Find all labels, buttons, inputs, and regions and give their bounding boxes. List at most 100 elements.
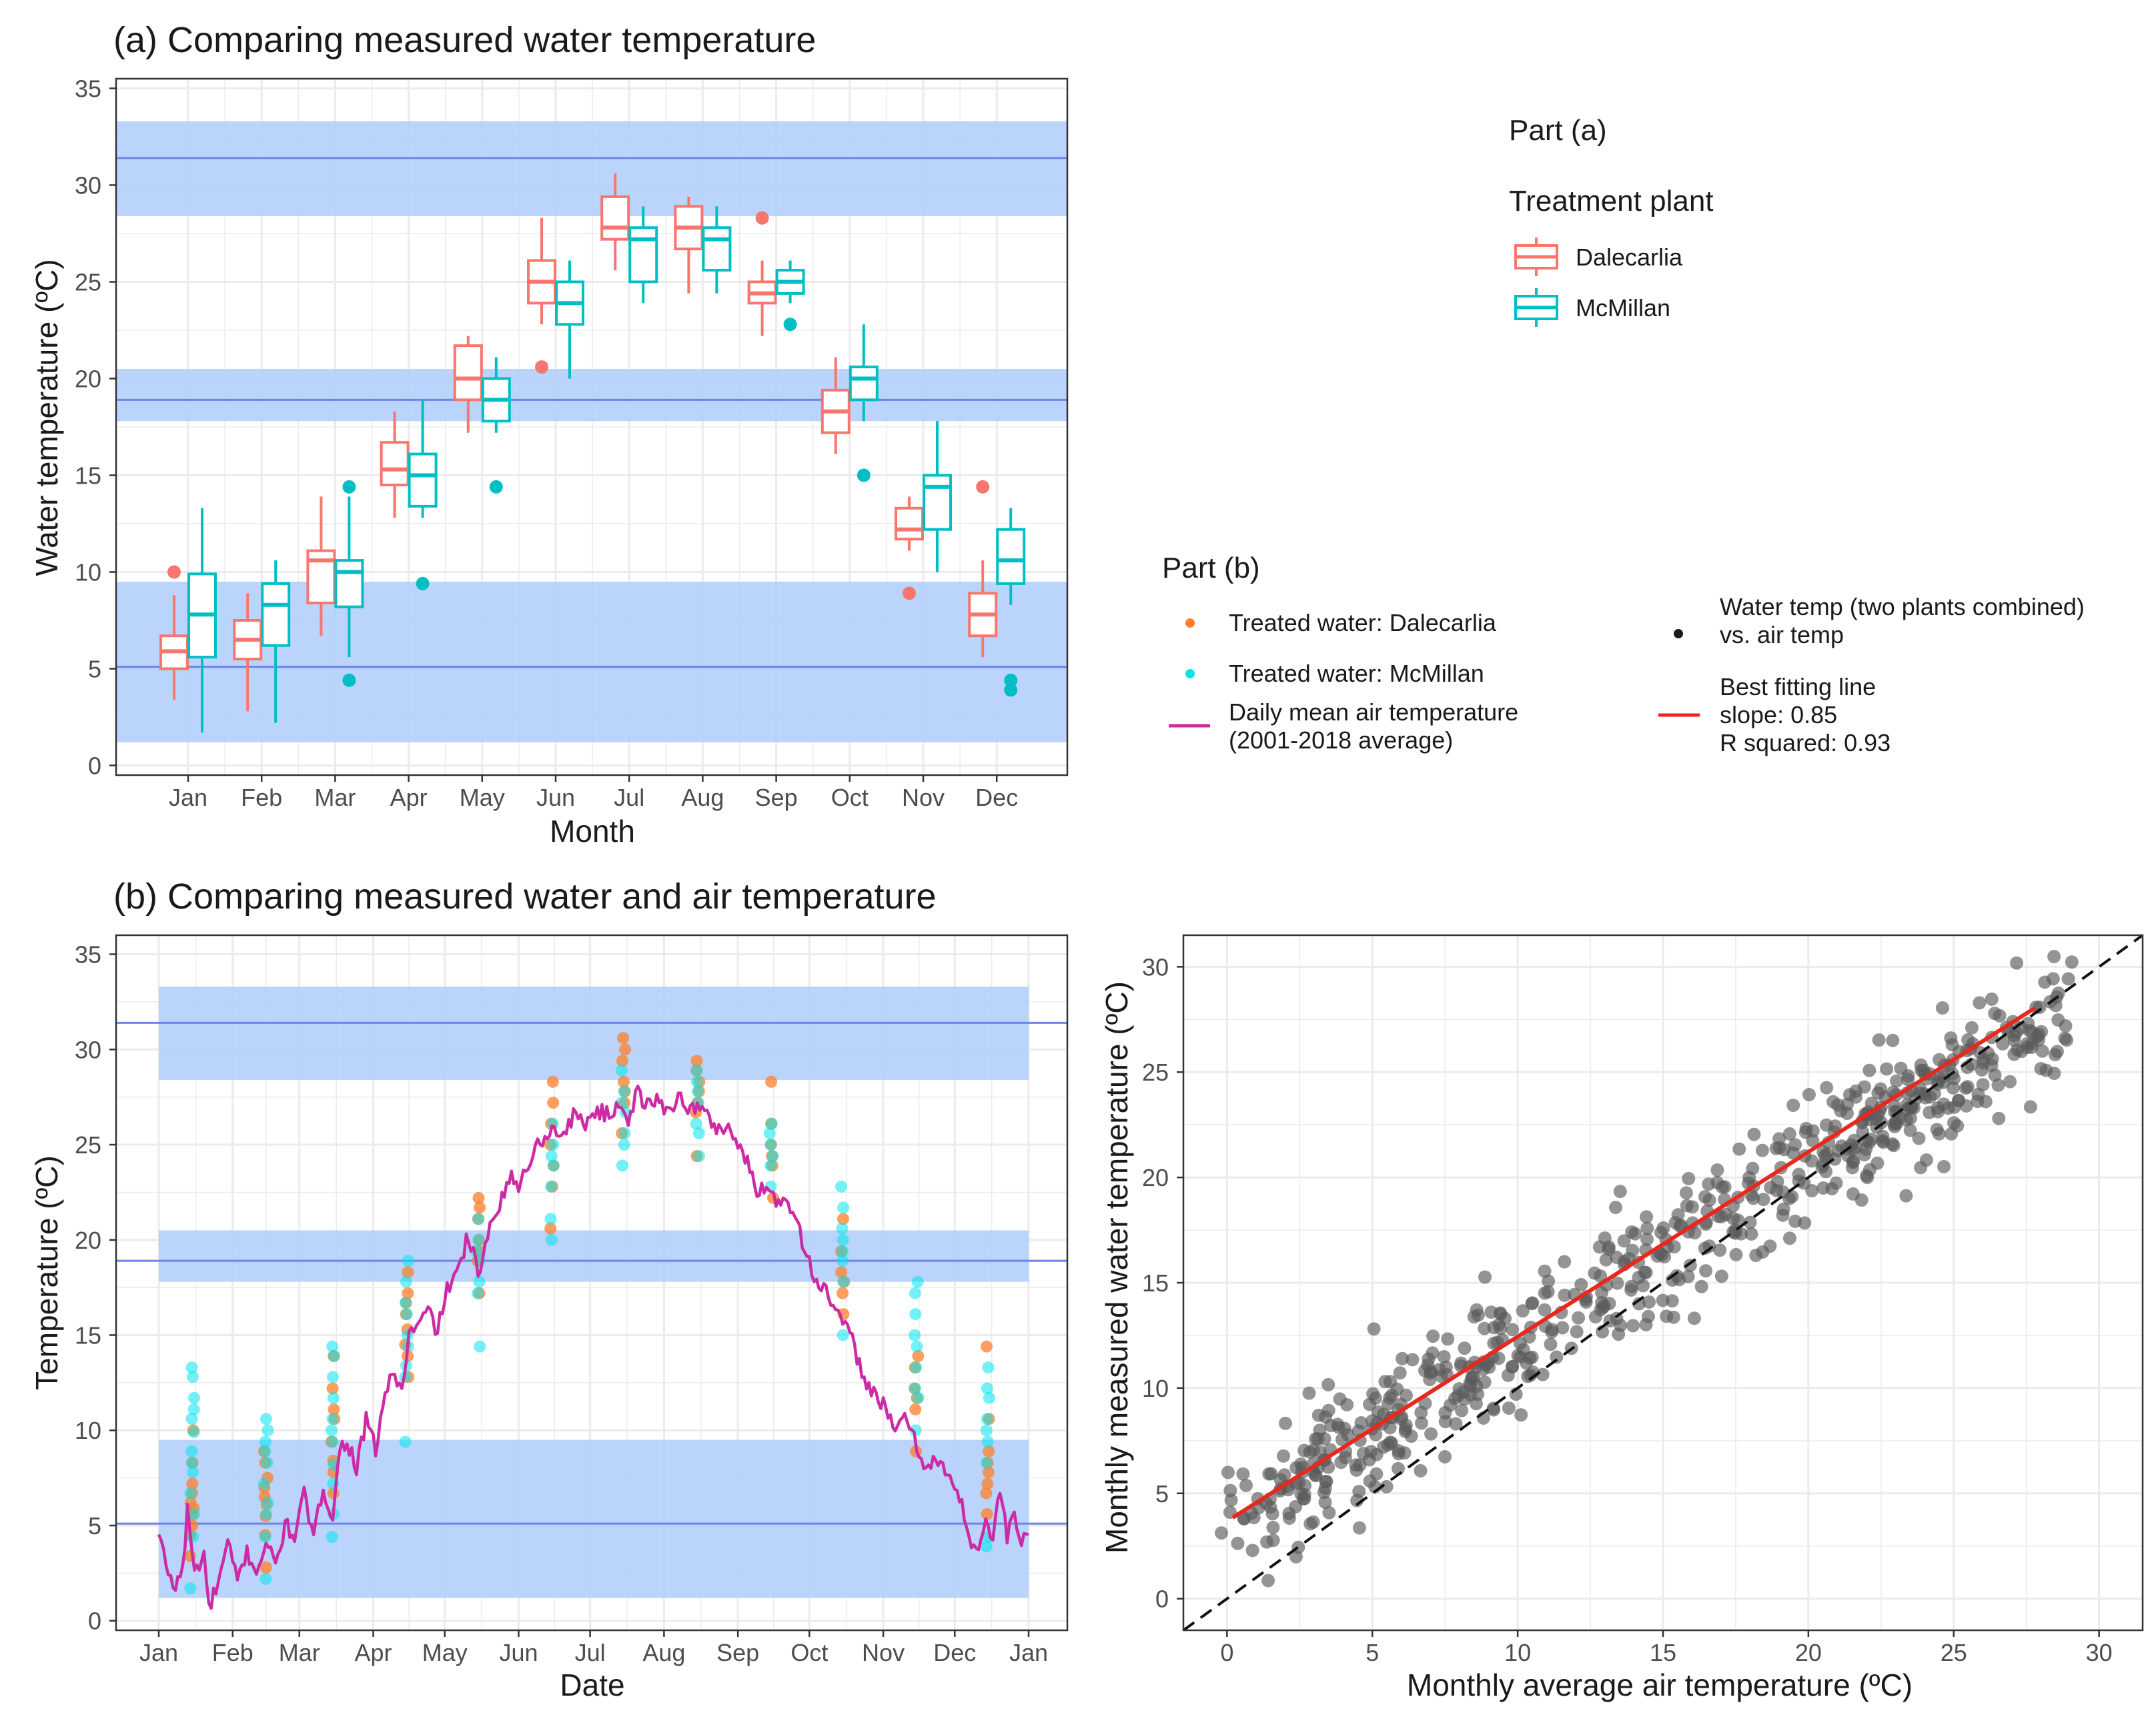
scatter-point <box>1406 1353 1420 1367</box>
x-tick-label-jan: Jan <box>139 1639 178 1666</box>
scatter-point <box>1455 1403 1469 1417</box>
dot-mcmillan <box>618 1085 630 1098</box>
dot-mcmillan <box>836 1222 849 1235</box>
dot-dalecarlia <box>981 1508 993 1520</box>
scatter-point <box>1900 1113 1914 1127</box>
scatter-point <box>1322 1506 1336 1520</box>
scatter-point <box>1747 1127 1761 1141</box>
scatter-point <box>1277 1449 1291 1463</box>
dot-mcmillan <box>983 1391 995 1404</box>
scatter-point <box>1513 1336 1527 1350</box>
scatter-point <box>1656 1221 1670 1235</box>
scatter-point <box>1640 1221 1654 1235</box>
x-tick-label-dec: Dec <box>933 1639 976 1666</box>
dot-mcmillan <box>187 1466 199 1479</box>
scatter-point <box>2047 950 2061 964</box>
dot-mcmillan <box>259 1531 272 1544</box>
scatter-point <box>1502 1401 1516 1415</box>
dot-mcmillan <box>616 1159 628 1172</box>
panel-a-border <box>115 77 1069 776</box>
outlier-mcmillan-dec <box>1004 673 1018 687</box>
scatter-point <box>1602 1240 1616 1254</box>
scatter-point <box>1933 1053 1947 1067</box>
y-tick-label: 0 <box>1155 1586 1169 1613</box>
dot-dalecarlia <box>618 1075 630 1088</box>
scatter-point <box>1931 1101 1945 1115</box>
scatter-point <box>1424 1427 1438 1441</box>
scatter-point <box>1682 1171 1696 1185</box>
dot-mcmillan <box>981 1456 993 1469</box>
scatter-point <box>1525 1297 1539 1311</box>
scatter-point <box>1617 1234 1631 1248</box>
dot-mcmillan <box>545 1233 558 1246</box>
scatter-point <box>1594 1269 1608 1283</box>
scatter-point <box>1993 1009 2007 1023</box>
scatter-point <box>1820 1147 1834 1161</box>
x-tick-label-sep: Sep <box>755 784 798 811</box>
dot-dalecarlia <box>983 1445 995 1458</box>
y-tick-label: 20 <box>75 1227 101 1254</box>
box-mcmillan-aug <box>702 226 732 272</box>
scatter-point <box>1770 1175 1784 1189</box>
scatter-point <box>2060 1033 2074 1047</box>
air-temperature-line <box>157 1084 1029 1610</box>
y-tick-label: 25 <box>75 269 101 296</box>
dot-mcmillan <box>912 1391 925 1404</box>
dot-mcmillan <box>185 1456 198 1469</box>
outlier-dalecarlia-sep <box>755 211 769 225</box>
scatter-point <box>1480 1358 1494 1372</box>
scatter-point <box>1632 1297 1646 1311</box>
y-tick-label: 25 <box>75 1131 101 1159</box>
panel-b-band-2 <box>159 1230 1029 1282</box>
y-tick-label: 30 <box>1142 953 1169 981</box>
panel-a-band-3 <box>116 121 1067 216</box>
scatter-point <box>1556 1321 1570 1335</box>
dot-mcmillan <box>837 1255 849 1267</box>
dot-mcmillan <box>690 1064 703 1077</box>
scatter-point <box>1901 1069 1915 1083</box>
dot-mcmillan <box>545 1150 558 1163</box>
dot-mcmillan <box>186 1371 199 1383</box>
y-tick-label: 5 <box>1155 1480 1169 1508</box>
scatter-point <box>1610 1250 1624 1264</box>
dot-mcmillan <box>400 1308 413 1321</box>
x-tick-label-nov: Nov <box>902 784 945 811</box>
scatter-point <box>1944 1031 1958 1045</box>
scatter-point <box>1294 1457 1308 1471</box>
scatter-point <box>1714 1269 1728 1283</box>
panel-b-title: (b) Comparing measured water and air tem… <box>113 877 937 917</box>
dot-dalecarlia <box>909 1403 922 1415</box>
dot-dalecarlia <box>544 1222 557 1235</box>
panel-c-xlabel: Monthly average air temperature (ºC) <box>1407 1668 1913 1702</box>
scatter-point <box>1941 1101 1955 1115</box>
dot-mcmillan <box>690 1075 703 1088</box>
scatter-point <box>1930 1123 1944 1137</box>
scatter-point <box>1694 1279 1708 1293</box>
legend-key-dalecarlia <box>1514 237 1558 276</box>
y-tick-label: 30 <box>75 1036 101 1063</box>
scatter-point <box>1671 1208 1685 1222</box>
scatter-point <box>1849 1084 1863 1098</box>
scatter-point <box>1224 1493 1238 1507</box>
x-tick-label: 25 <box>1941 1639 1967 1666</box>
legend-key-treated-mcmillan <box>1185 669 1195 678</box>
scatter-point <box>1976 1078 1990 1092</box>
scatter-point <box>1404 1429 1418 1443</box>
dot-dalecarlia <box>547 1097 560 1109</box>
scatter-point <box>1935 1001 1949 1015</box>
scatter-point <box>1385 1388 1399 1402</box>
outlier-mcmillan-apr <box>416 576 430 590</box>
scatter-point <box>1912 1131 1926 1145</box>
scatter-point <box>1341 1427 1355 1441</box>
dot-dalecarlia <box>837 1213 849 1225</box>
dot-mcmillan <box>260 1413 273 1425</box>
outlier-mcmillan-oct <box>857 468 871 482</box>
scatter-point <box>1979 1095 1993 1109</box>
scatter-point <box>1418 1396 1432 1410</box>
scatter-point <box>2061 972 2075 986</box>
panel-b-xlabel: Date <box>560 1668 624 1702</box>
scatter-point <box>1640 1232 1654 1246</box>
scatter-point <box>1890 1074 1904 1088</box>
dot-mcmillan <box>981 1413 993 1425</box>
dot-mcmillan <box>184 1487 197 1500</box>
